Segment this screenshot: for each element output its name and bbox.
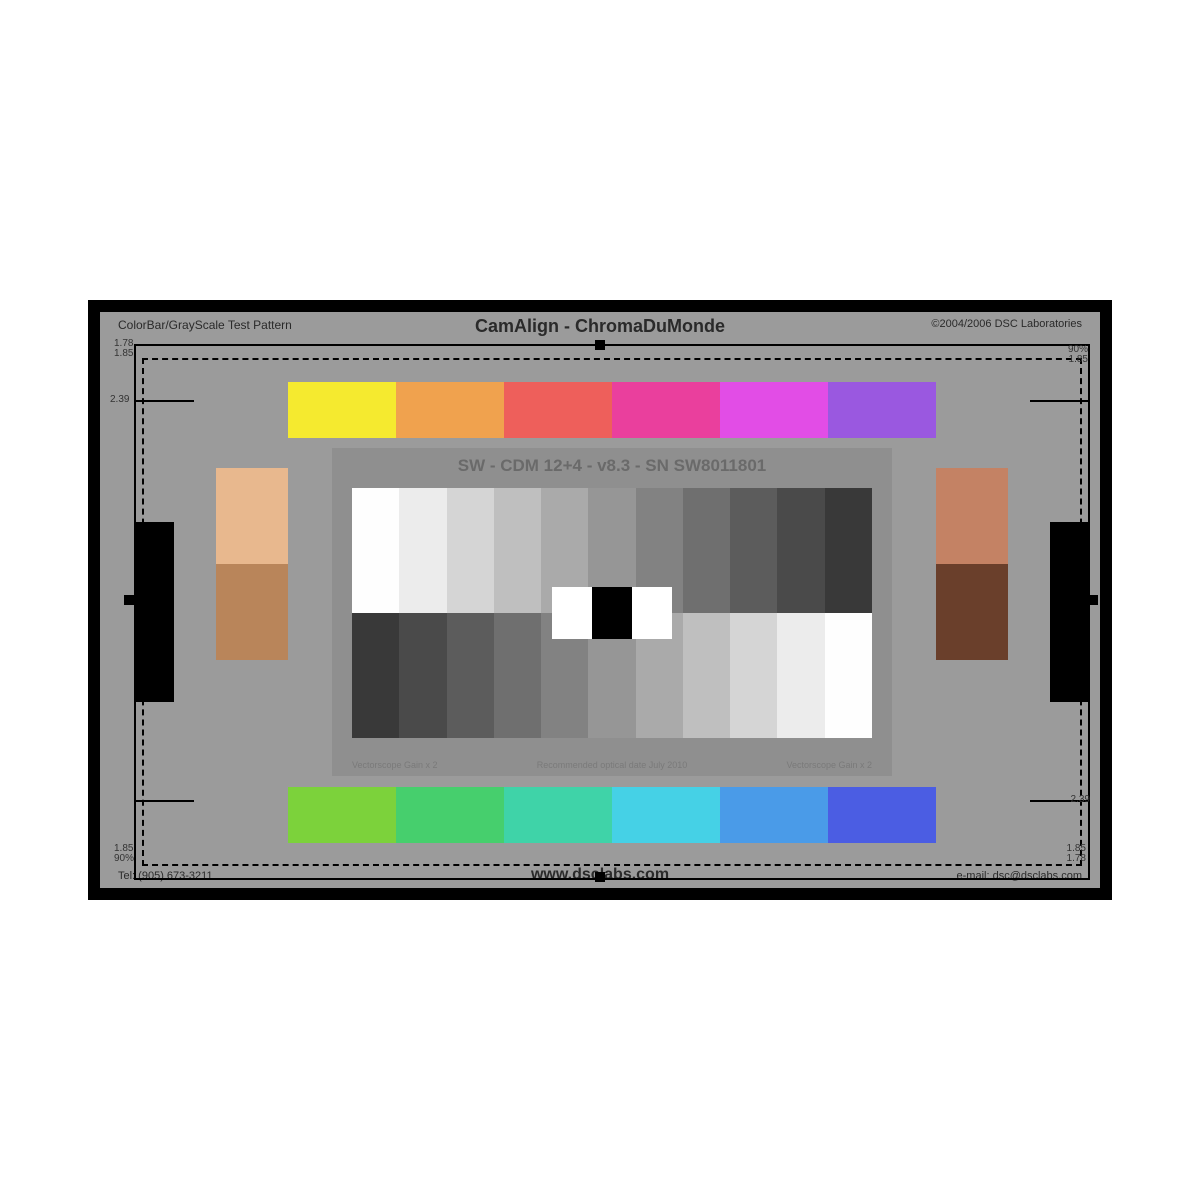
grayscale-top-step-1: [399, 488, 446, 613]
left-skin-swatch-0: [216, 468, 288, 564]
marker-239-br: 2.39: [1071, 794, 1090, 805]
right-skin-swatch-1: [936, 564, 1008, 660]
marker-178-br: 1.78: [1067, 853, 1086, 864]
frame-tick-1: [595, 872, 605, 882]
top-color-swatch-0: [288, 382, 396, 438]
grayscale-bottom-step-7: [683, 613, 730, 738]
canvas: ColorBar/GrayScale Test PatternCamAlign …: [0, 0, 1200, 1200]
grayscale-bottom-step-10: [825, 613, 872, 738]
frame-239-left-1: [134, 800, 194, 802]
grayscale-top-step-0: [352, 488, 399, 613]
side-black-bar-right: [1050, 522, 1088, 702]
grayscale-bottom-step-0: [352, 613, 399, 738]
grayscale-top-step-2: [447, 488, 494, 613]
center-chip-seg-0: [552, 587, 592, 639]
grayscale-top-step-10: [825, 488, 872, 613]
grayscale-top-step-9: [777, 488, 824, 613]
grayscale-bottom-step-2: [447, 613, 494, 738]
header-right-text: ©2004/2006 DSC Laboratories: [931, 318, 1082, 330]
frame-tick-3: [1088, 595, 1098, 605]
center-footer-right: Vectorscope Gain x 2: [786, 760, 872, 770]
center-chip-seg-1: [592, 587, 632, 639]
grayscale-bottom-step-1: [399, 613, 446, 738]
grayscale-top-step-3: [494, 488, 541, 613]
bottom-color-swatch-0: [288, 787, 396, 843]
top-color-swatch-3: [612, 382, 720, 438]
bottom-color-swatch-5: [828, 787, 936, 843]
marker-185-tl: 1.85: [114, 348, 133, 359]
frame-239-right-0: [1030, 400, 1090, 402]
top-color-swatch-5: [828, 382, 936, 438]
frame-tick-2: [124, 595, 134, 605]
test-pattern-chart: ColorBar/GrayScale Test PatternCamAlign …: [88, 300, 1112, 900]
grayscale-top-step-7: [683, 488, 730, 613]
grayscale-bottom-step-8: [730, 613, 777, 738]
marker-185-tr: 1.85: [1069, 354, 1088, 365]
center-panel-title: SW - CDM 12+4 - v8.3 - SN SW8011801: [332, 456, 892, 476]
grayscale-bottom-step-3: [494, 613, 541, 738]
marker-90-bl: 90%: [114, 853, 134, 864]
marker-239-tl: 2.39: [110, 394, 129, 405]
frame-239-left-0: [134, 400, 194, 402]
bottom-color-swatch-1: [396, 787, 504, 843]
top-color-swatch-1: [396, 382, 504, 438]
side-black-bar-left: [136, 522, 174, 702]
frame-tick-0: [595, 340, 605, 350]
grayscale-top-step-8: [730, 488, 777, 613]
center-panel: SW - CDM 12+4 - v8.3 - SN SW8011801 Vecto…: [332, 448, 892, 776]
bottom-color-swatch-3: [612, 787, 720, 843]
center-chip-seg-2: [632, 587, 672, 639]
top-color-swatch-4: [720, 382, 828, 438]
left-skin-swatch-1: [216, 564, 288, 660]
gray-field: ColorBar/GrayScale Test PatternCamAlign …: [100, 312, 1100, 888]
bottom-color-swatch-2: [504, 787, 612, 843]
bottom-color-swatch-4: [720, 787, 828, 843]
top-color-swatch-2: [504, 382, 612, 438]
grayscale-bottom-step-9: [777, 613, 824, 738]
right-skin-swatch-0: [936, 468, 1008, 564]
